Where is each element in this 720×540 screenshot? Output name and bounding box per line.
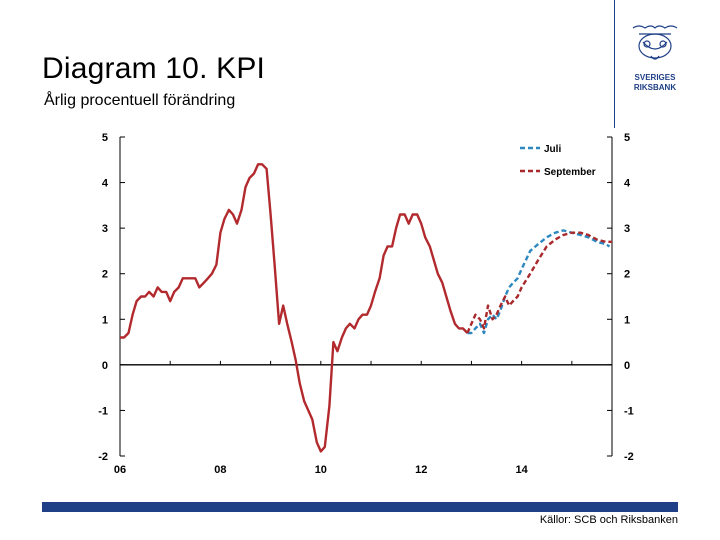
legend-label-september: September xyxy=(544,167,596,178)
y-tick-label-right: -2 xyxy=(624,451,634,463)
x-tick-label: 06 xyxy=(114,464,126,476)
page-subtitle: Årlig procentuell förändring xyxy=(44,92,236,109)
logo-line2: RIKSBANK xyxy=(634,83,676,92)
y-tick-label-left: 4 xyxy=(102,178,109,190)
y-tick-label-left: -2 xyxy=(98,451,108,463)
y-tick-label-left: 3 xyxy=(102,223,108,235)
series-september-line xyxy=(466,231,612,334)
footer-bar xyxy=(42,502,678,512)
x-tick-label: 08 xyxy=(214,464,226,476)
y-tick-label-left: 5 xyxy=(102,132,108,144)
legend-label-juli: Juli xyxy=(544,144,561,155)
y-tick-label-left: 1 xyxy=(102,314,108,326)
y-tick-label-right: 5 xyxy=(624,132,630,144)
chart-series xyxy=(120,163,612,453)
page-title: Diagram 10. KPI xyxy=(42,52,266,85)
riksbank-logo: SVERIGES RIKSBANK xyxy=(625,22,685,96)
y-tick-label-left: 0 xyxy=(102,360,108,372)
logo-line1: SVERIGES xyxy=(635,73,677,82)
chart-ticks: 5 54 43 32 21 10 0-1 -1-2 -206 08 10 12 14 xyxy=(98,132,634,476)
y-tick-label-left: -1 xyxy=(98,405,108,417)
y-tick-label-right: 2 xyxy=(624,269,630,281)
chart-legend: Juli September xyxy=(520,144,596,178)
series-outcome-line xyxy=(120,163,469,453)
x-tick-label: 14 xyxy=(516,464,529,476)
series-juli-line xyxy=(467,229,611,335)
y-tick-label-right: 4 xyxy=(624,178,631,190)
y-tick-label-left: 2 xyxy=(102,269,108,281)
y-tick-label-right: 1 xyxy=(624,314,630,326)
source-note: Källor: SCB och Riksbanken xyxy=(539,514,678,526)
chart-axes xyxy=(119,137,613,456)
y-tick-label-right: 3 xyxy=(624,223,630,235)
logo-divider xyxy=(614,0,615,128)
y-tick-label-right: -1 xyxy=(624,405,634,417)
y-tick-label-right: 0 xyxy=(624,360,630,372)
x-tick-label: 12 xyxy=(415,464,427,476)
x-tick-label: 10 xyxy=(315,464,327,476)
